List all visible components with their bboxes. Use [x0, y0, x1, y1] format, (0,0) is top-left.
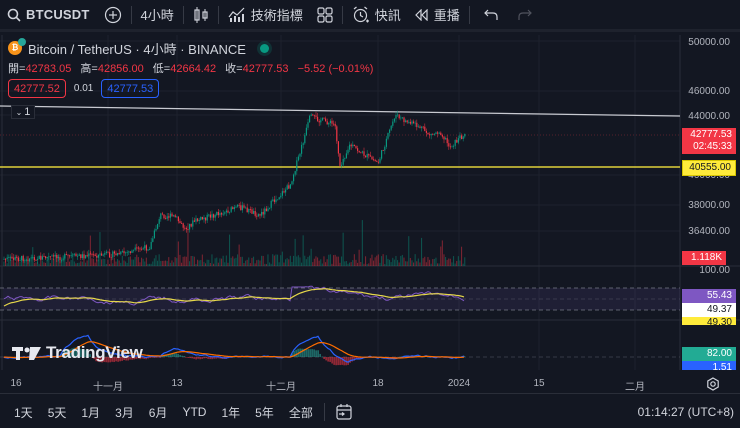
- indicators-icon: [228, 7, 245, 22]
- rsi-ma-tag: 49.37: [682, 303, 736, 317]
- bitcoin-logo-icon: ₿: [8, 38, 26, 55]
- open-value: 42783.05: [25, 63, 72, 75]
- bottom-divider: [323, 403, 325, 421]
- range-5y-button[interactable]: 5年: [255, 405, 274, 420]
- close-value: 42777.53: [242, 63, 289, 75]
- sell-button[interactable]: 42777.52: [8, 79, 66, 98]
- range-1y-button[interactable]: 1年: [221, 405, 241, 420]
- layouts-button[interactable]: [310, 0, 340, 31]
- chart-settings-icon[interactable]: [706, 377, 720, 391]
- range-all-button[interactable]: 全部: [288, 405, 313, 420]
- low-value: 42664.42: [170, 63, 217, 75]
- indicators-label: 技術指標: [250, 8, 303, 23]
- current-price-tag: 42777.53 02:45:33: [682, 128, 736, 154]
- tradingview-logo-icon: [12, 347, 41, 360]
- redo-button[interactable]: [510, 0, 540, 31]
- toolbar-divider: [468, 5, 470, 24]
- grid-layout-icon: [317, 6, 333, 23]
- change-value: −5.52 (−0.01%): [297, 63, 374, 75]
- rsi-value-tag: 55.43: [682, 289, 736, 303]
- high-label: 高=: [80, 63, 98, 75]
- plus-circle-icon: [104, 6, 121, 23]
- chart-type-button[interactable]: [186, 0, 216, 31]
- range-6m-button[interactable]: 6月: [148, 405, 168, 420]
- indicator-count: 1: [24, 106, 31, 118]
- range-5d-button[interactable]: 5天: [47, 405, 67, 420]
- time-axis-label: 16: [10, 378, 22, 389]
- price-axis-label: 36400.00: [688, 226, 730, 237]
- alarm-clock-icon: [353, 6, 369, 22]
- chart-area[interactable]: ₿ Bitcoin / TetherUS · 4小時 · BINANCE 開=4…: [0, 35, 740, 370]
- watermark-text: TradingView: [46, 343, 143, 362]
- replay-label: 重播: [433, 8, 460, 23]
- open-label: 開=: [8, 63, 26, 75]
- rsi-extra-tag: 49.30: [682, 317, 736, 325]
- rsi-axis-label: 100.00: [699, 265, 730, 276]
- search-icon: [7, 8, 21, 22]
- price-axis-label: 46000.00: [688, 86, 730, 97]
- time-axis-label: 2024: [447, 378, 471, 389]
- chart-legend: ₿ Bitcoin / TetherUS · 4小時 · BINANCE 開=4…: [8, 38, 379, 98]
- replay-button[interactable]: 重播: [408, 0, 467, 31]
- compare-symbol-button[interactable]: [97, 0, 129, 31]
- high-value: 42856.00: [97, 63, 144, 75]
- time-axis-label: 十二月: [266, 382, 296, 393]
- redo-icon: [518, 9, 532, 20]
- time-axis-label: 十一月: [93, 382, 123, 393]
- volume-tag: 1.118K: [682, 251, 726, 265]
- toolbar-divider: [341, 5, 343, 24]
- time-axis[interactable]: 16 十一月 13 十二月 18 2024 15 二月: [0, 374, 740, 394]
- buy-button[interactable]: 42777.53: [101, 79, 160, 98]
- time-axis-label: 13: [171, 378, 183, 389]
- toolbar-divider: [217, 5, 219, 24]
- alert-button[interactable]: 快訊: [345, 0, 408, 31]
- bar-countdown: 02:45:33: [693, 141, 732, 152]
- chevron-down-icon: ⌄: [15, 107, 23, 117]
- market-open-status-icon: [259, 43, 269, 53]
- current-price: 42777.53: [690, 129, 732, 140]
- bottom-toolbar: 1天 5天 1月 3月 6月 YTD 1年 5年 全部 01:14:27 (UT…: [0, 396, 740, 428]
- spread-value: 0.01: [73, 83, 94, 94]
- range-3m-button[interactable]: 3月: [115, 405, 134, 420]
- range-1d-button[interactable]: 1天: [14, 405, 33, 420]
- ohlc-values: 開=42783.05 高=42856.00 低=42664.42 收=42777…: [8, 60, 379, 75]
- macd-histogram-tag: 82.00: [682, 347, 736, 361]
- chart-canvas[interactable]: [0, 35, 740, 370]
- low-label: 低=: [152, 63, 171, 75]
- rewind-icon: [414, 8, 428, 21]
- macd-value-tag: 1.51: [682, 361, 736, 370]
- goto-date-icon[interactable]: [335, 403, 353, 421]
- clock-timezone[interactable]: 01:14:27 (UTC+8): [637, 405, 734, 419]
- toolbar-divider: [130, 5, 132, 24]
- range-1m-button[interactable]: 1月: [81, 405, 101, 420]
- candlestick-icon: [194, 6, 208, 23]
- interval-button[interactable]: 4小時: [134, 0, 181, 31]
- time-axis-label: 二月: [625, 382, 645, 393]
- indicators-button[interactable]: 技術指標: [221, 0, 310, 31]
- tradingview-watermark[interactable]: TradingView: [12, 343, 143, 363]
- toolbar-divider: [182, 5, 184, 24]
- close-label: 收=: [225, 63, 243, 75]
- alert-label: 快訊: [374, 8, 401, 23]
- time-axis-label: 18: [372, 378, 384, 389]
- price-axis-label: 38000.00: [688, 200, 730, 211]
- horizontal-line-price-tag: 40555.00: [682, 160, 736, 176]
- top-toolbar: BTCUSDT 4小時 技術指標 快訊 重播: [0, 0, 740, 32]
- indicator-collapse-button[interactable]: ⌄ 1: [11, 105, 35, 119]
- symbol-label: BTCUSDT: [26, 7, 90, 22]
- range-ytd-button[interactable]: YTD: [182, 405, 207, 419]
- symbol-search-button[interactable]: BTCUSDT: [0, 0, 97, 31]
- interval-label: 4小時: [140, 8, 174, 23]
- price-axis-label: 44000.00: [688, 111, 730, 122]
- undo-icon: [483, 9, 498, 20]
- undo-button[interactable]: [472, 0, 510, 31]
- price-axis-label: 50000.00: [688, 37, 730, 48]
- symbol-title[interactable]: Bitcoin / TetherUS · 4小時 · BINANCE: [28, 41, 246, 57]
- time-axis-label: 15: [533, 378, 545, 389]
